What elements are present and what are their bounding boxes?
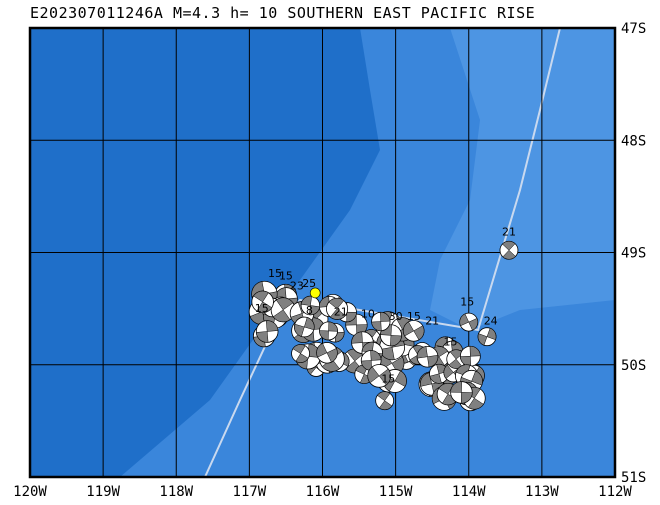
latitude-label: 49S [621, 246, 646, 262]
map-title: E202307011246A M=4.3 h= 10 SOUTHERN EAST… [30, 4, 536, 22]
longitude-label: 112W [598, 484, 632, 500]
depth-label: 15 [279, 269, 293, 282]
depth-label: 21 [334, 305, 348, 318]
focal-mechanism [255, 320, 279, 343]
focal-mechanism [371, 311, 391, 332]
focal-mechanism [300, 295, 321, 316]
focal-mechanism [316, 342, 338, 364]
depth-label: 24 [484, 314, 498, 327]
depth-label: 10 [361, 308, 375, 321]
longitude-label: 120W [13, 484, 47, 500]
focal-mechanism [402, 320, 425, 342]
depth-label: 15 [407, 310, 421, 323]
longitude-label: 115W [379, 484, 413, 500]
main-event-marker [309, 287, 321, 299]
depth-label: 15 [255, 302, 269, 315]
focal-mechanism [459, 345, 481, 367]
focal-mechanism [319, 321, 338, 341]
focal-mechanism [375, 391, 395, 411]
focal-mechanism [379, 324, 402, 347]
focal-mechanism [367, 364, 391, 388]
main-event-label: 25 [302, 277, 316, 290]
longitude-label: 116W [306, 484, 340, 500]
depth-label: 21 [425, 314, 439, 327]
focal-mechanism [251, 290, 274, 314]
longitude-label: 114W [452, 484, 486, 500]
depth-label: 15 [268, 267, 282, 280]
depth-label: 21 [502, 226, 516, 239]
longitude-label: 118W [159, 484, 193, 500]
depth-label: 8 [306, 304, 313, 317]
focal-mechanisms [248, 240, 519, 412]
focal-mechanism [429, 363, 449, 384]
longitude-label: 113W [525, 484, 559, 500]
focal-mechanism [450, 381, 473, 404]
focal-mechanism [326, 297, 349, 320]
depth-label: 15 [381, 373, 395, 386]
focal-mechanism [459, 312, 479, 332]
latitude-label: 51S [621, 470, 646, 486]
focal-mechanism [499, 240, 519, 260]
focal-mechanism [291, 344, 310, 363]
focal-mechanism [416, 345, 439, 368]
longitude-label: 117W [233, 484, 267, 500]
focal-mechanism [270, 297, 296, 323]
depth-label: 15 [443, 336, 457, 349]
depth-label: 15 [460, 295, 474, 308]
focal-mechanism [293, 316, 315, 338]
latitude-label: 48S [621, 133, 646, 149]
map-frame [28, 26, 617, 479]
plate-boundary-line [204, 28, 561, 477]
depth-label: 23 [290, 280, 304, 293]
longitude-label: 119W [86, 484, 120, 500]
latitude-label: 47S [621, 21, 646, 37]
focal-mechanism [477, 327, 497, 347]
latitude-label: 50S [621, 358, 646, 374]
depth-label: 30 [389, 310, 403, 323]
axis-labels: 120W 119W 118W 117W 116W 115W 114W 113W 112W 47S 4… [13, 21, 646, 500]
